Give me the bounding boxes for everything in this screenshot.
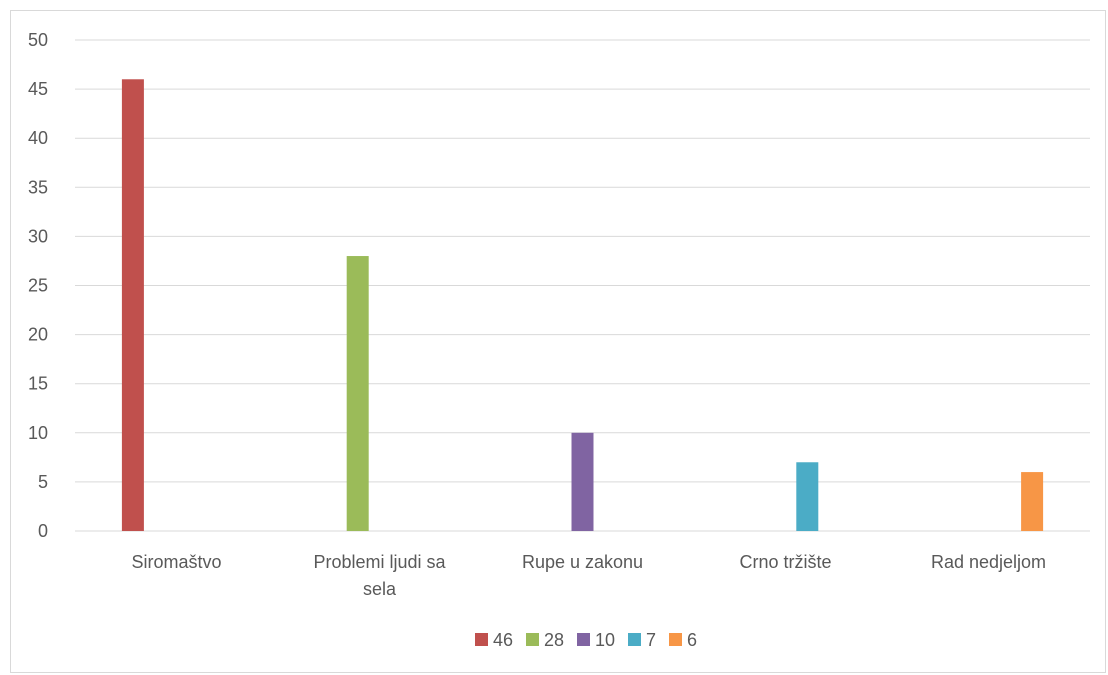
y-tick-label: 10: [28, 423, 48, 443]
legend-label: 46: [493, 630, 513, 650]
legend-label: 7: [646, 630, 656, 650]
y-tick-label: 0: [38, 521, 48, 541]
y-tick-label: 30: [28, 226, 48, 246]
x-category-label: Rupe u zakonu: [522, 552, 643, 572]
y-tick-label: 50: [28, 30, 48, 50]
legend-swatch: [475, 633, 488, 646]
legend-swatch: [577, 633, 590, 646]
legend-swatch: [669, 633, 682, 646]
bar: [1021, 472, 1044, 531]
y-tick-label: 5: [38, 472, 48, 492]
x-category-label: Problemi ljudi sa sela: [313, 552, 446, 599]
bar: [571, 432, 594, 531]
x-category-label: Crno tržište: [739, 552, 831, 572]
bar: [796, 462, 819, 531]
legend-swatch: [628, 633, 641, 646]
legend-label: 6: [687, 630, 697, 650]
x-category-label: Siromaštvo: [131, 552, 221, 572]
y-tick-label: 40: [28, 128, 48, 148]
y-tick-label: 20: [28, 325, 48, 345]
chart-frame: [10, 10, 1106, 673]
y-tick-label: 25: [28, 276, 48, 296]
y-tick-label: 15: [28, 374, 48, 394]
legend-label: 28: [544, 630, 564, 650]
bar: [346, 256, 369, 531]
y-tick-label: 45: [28, 79, 48, 99]
bar: [121, 79, 144, 531]
legend-swatch: [526, 633, 539, 646]
y-tick-label: 35: [28, 177, 48, 197]
legend-label: 10: [595, 630, 615, 650]
x-category-label: Rad nedjeljom: [931, 552, 1046, 572]
